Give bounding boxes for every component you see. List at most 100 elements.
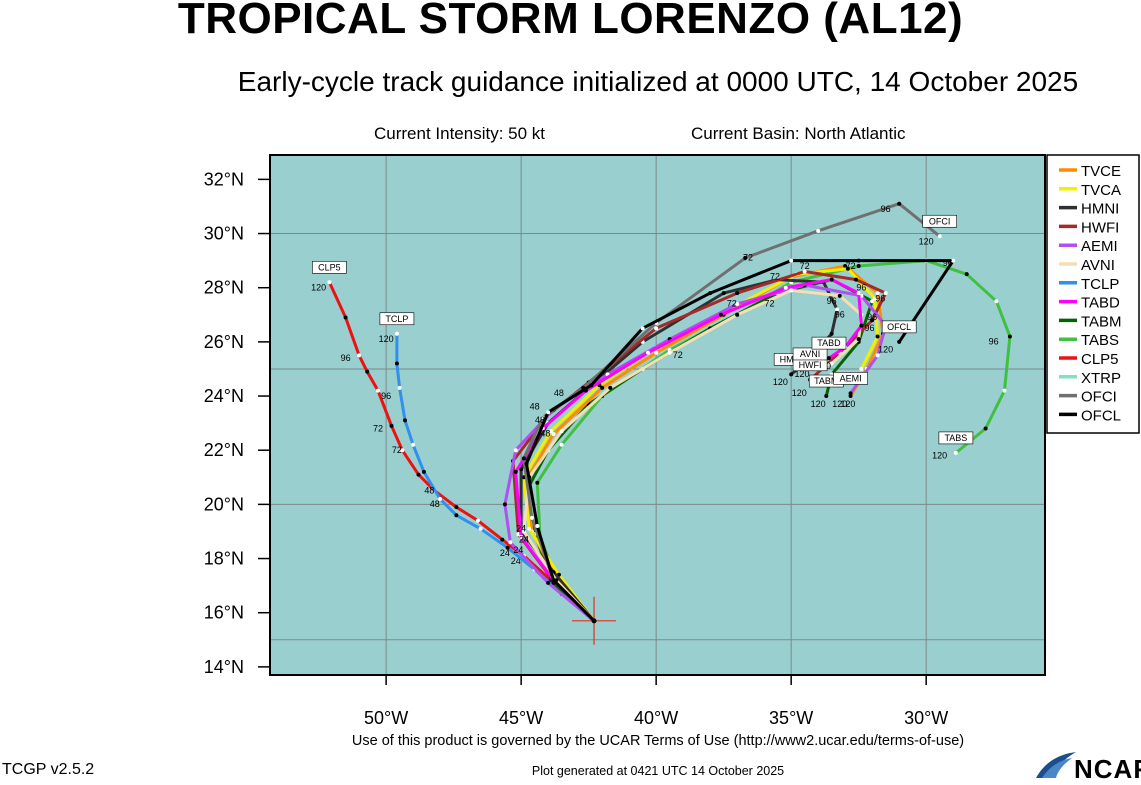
track-label: AEMI — [840, 373, 862, 383]
legend-label: TVCE — [1081, 163, 1121, 180]
track-point — [883, 291, 888, 296]
forecast-hour-label: 24 — [513, 545, 523, 555]
forecast-hour-label: 120 — [379, 334, 394, 344]
forecast-hour-label: 72 — [846, 261, 856, 271]
track-point — [816, 228, 821, 233]
track-point — [829, 277, 834, 282]
track-label: AVNI — [800, 349, 820, 359]
ocean-background — [270, 155, 1045, 675]
track-label-box — [938, 431, 974, 445]
track-point — [856, 258, 861, 263]
y-tick-label: 22°N — [204, 440, 244, 460]
track-point — [357, 353, 362, 358]
track-point — [843, 264, 848, 269]
y-tick-label: 18°N — [204, 549, 244, 569]
track-point — [875, 291, 880, 296]
y-tick-label: 24°N — [204, 386, 244, 406]
forecast-hour-label: 120 — [773, 377, 788, 387]
track-point — [897, 201, 902, 206]
y-tick-label: 26°N — [204, 332, 244, 352]
forecast-hour-label: 72 — [392, 445, 402, 455]
terms-of-use: Use of this product is governed by the U… — [351, 733, 965, 749]
legend-label: AVNI — [1081, 257, 1115, 274]
track-point — [559, 429, 564, 434]
y-tick-label: 28°N — [204, 278, 244, 298]
y-tick-label: 32°N — [204, 169, 244, 189]
track-point — [824, 394, 829, 399]
track-point — [789, 258, 794, 263]
track-point — [783, 285, 788, 290]
track-point — [743, 255, 748, 260]
track-point — [856, 337, 861, 342]
track-label: CLP5 — [318, 262, 341, 272]
version-label: TCGP v2.5.2 — [2, 761, 95, 778]
track-point — [551, 578, 556, 583]
forecast-hour-label: 120 — [792, 388, 807, 398]
track-point — [376, 388, 381, 393]
legend-label: TVCA — [1081, 182, 1121, 199]
x-tick-label: 40°W — [634, 708, 678, 728]
track-point — [802, 269, 807, 274]
track-point — [519, 534, 524, 539]
track-point — [721, 291, 726, 296]
x-tick-label: 45°W — [499, 708, 543, 728]
track-point — [343, 315, 348, 320]
track-point — [845, 266, 850, 271]
track-point — [524, 461, 529, 466]
forecast-hour-label: 24 — [511, 556, 521, 566]
forecast-hour-label: 96 — [881, 204, 891, 214]
forecast-hour-label: 72 — [727, 299, 737, 309]
ncar-logo-icon — [1036, 752, 1076, 778]
track-point — [513, 469, 518, 474]
forecast-hour-label: 96 — [341, 353, 351, 363]
track-point — [400, 448, 405, 453]
legend-box — [1046, 154, 1140, 434]
track-point — [951, 258, 956, 263]
forecast-hour-label: 120 — [919, 236, 934, 246]
track-point — [964, 272, 969, 277]
forecast-hour-label: 24 — [519, 534, 529, 544]
track-point — [870, 318, 875, 323]
track-label: TABD — [817, 338, 841, 348]
track-point — [527, 526, 532, 531]
track-point — [505, 545, 510, 550]
current-intensity: Current Intensity: 50 kt — [374, 124, 546, 143]
track-point — [546, 580, 551, 585]
track-point — [521, 456, 526, 461]
track-point — [937, 234, 942, 239]
track-label: TABS — [944, 433, 967, 443]
track-point — [454, 513, 459, 518]
forecast-hour-label: 96 — [864, 323, 874, 333]
storm-position-marker — [591, 618, 597, 624]
track-point — [540, 415, 545, 420]
track-point — [875, 353, 880, 358]
track-point — [421, 469, 426, 474]
track-point — [365, 369, 370, 374]
legend-label: TABS — [1081, 332, 1119, 349]
forecast-hour-label: 120 — [311, 282, 326, 292]
x-tick-label: 30°W — [904, 708, 948, 728]
forecast-hour-label: 48 — [540, 429, 550, 439]
track-point — [654, 326, 659, 331]
track-point — [667, 350, 672, 355]
track-label-box — [792, 347, 828, 361]
forecast-hour-label: 24 — [516, 523, 526, 533]
forecast-hour-label: 96 — [875, 293, 885, 303]
track-point — [654, 350, 659, 355]
track-point — [708, 291, 713, 296]
forecast-hour-label: 48 — [554, 388, 564, 398]
track-label: OFCL — [887, 322, 911, 332]
forecast-hour-label: 72 — [743, 253, 753, 263]
track-point — [856, 291, 861, 296]
track-point — [519, 467, 524, 472]
track-label: TCLP — [385, 314, 408, 324]
track-point — [859, 323, 864, 328]
track-point — [403, 418, 408, 423]
current-basin: Current Basin: North Atlantic — [691, 124, 906, 143]
forecast-hour-label: 48 — [530, 402, 540, 412]
track-point — [870, 299, 875, 304]
forecast-hour-label: 48 — [424, 486, 434, 496]
forecast-hour-label: 120 — [932, 450, 947, 460]
track-point — [529, 515, 534, 520]
